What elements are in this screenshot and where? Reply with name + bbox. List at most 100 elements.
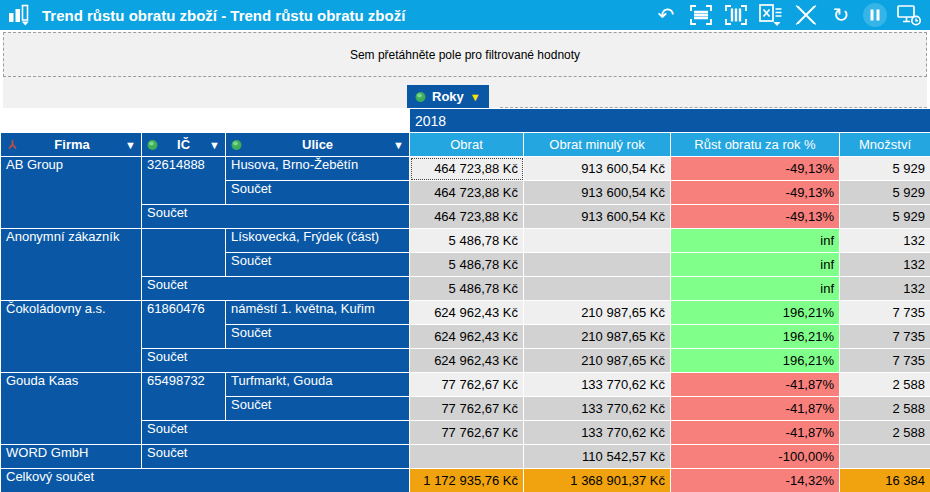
- filter-dropdown-icon[interactable]: ▼: [209, 139, 220, 151]
- cell-growth[interactable]: 196,21%: [671, 325, 840, 349]
- server-status-icon[interactable]: [896, 3, 922, 27]
- cell-obrat[interactable]: 77 762,67 Kč: [410, 373, 524, 397]
- row-header-firma[interactable]: Gouda Kaas: [1, 373, 142, 445]
- design-icon[interactable]: [793, 3, 819, 27]
- cell-qty[interactable]: 2 588: [840, 373, 930, 397]
- row-header-ulice[interactable]: Turfmarkt, Gouda: [226, 373, 410, 397]
- cell-growth[interactable]: -41,87%: [671, 373, 840, 397]
- row-header-ulice[interactable]: Husova, Brno-Žebětín: [226, 157, 410, 181]
- cell-prev[interactable]: 210 987,65 Kč: [524, 301, 671, 325]
- refresh-icon[interactable]: ↻: [828, 3, 854, 27]
- row-header-subtotal[interactable]: Součet: [142, 421, 410, 445]
- cell-prev[interactable]: 913 600,54 Kč: [524, 181, 671, 205]
- row-header-subtotal[interactable]: Součet: [226, 325, 410, 349]
- cell-prev[interactable]: 1 368 901,37 Kč: [524, 469, 671, 492]
- field-button-roky[interactable]: Roky ▼: [407, 85, 489, 108]
- row-header-ic[interactable]: 65498732: [142, 373, 226, 421]
- cell-growth[interactable]: -100,00%: [671, 445, 840, 469]
- row-header-subtotal[interactable]: Součet: [226, 253, 410, 277]
- cell-obrat[interactable]: 5 486,78 Kč: [410, 253, 524, 277]
- cell-obrat[interactable]: [410, 445, 524, 469]
- cell-qty[interactable]: 2 588: [840, 421, 930, 445]
- cell-qty[interactable]: 7 735: [840, 301, 930, 325]
- cell-growth[interactable]: -41,87%: [671, 397, 840, 421]
- row-header-ulice[interactable]: Lískovecká, Frýdek (část): [226, 229, 410, 253]
- cell-prev[interactable]: 133 770,62 Kč: [524, 397, 671, 421]
- cell-growth[interactable]: 196,21%: [671, 349, 840, 373]
- cell-qty[interactable]: 132: [840, 253, 930, 277]
- cell-growth[interactable]: -14,32%: [671, 469, 840, 492]
- row-header-firma[interactable]: WORD GmbH: [1, 445, 142, 469]
- cell-obrat[interactable]: 464 723,88 Kč: [410, 181, 524, 205]
- cell-obrat[interactable]: 624 962,43 Kč: [410, 301, 524, 325]
- cell-qty[interactable]: 132: [840, 229, 930, 253]
- measure-header-obrat-minuly-rok[interactable]: Obrat minulý rok: [524, 133, 671, 157]
- row-header-subtotal[interactable]: Součet: [226, 397, 410, 421]
- export-excel-icon[interactable]: [758, 3, 784, 27]
- cell-growth[interactable]: -49,13%: [671, 205, 840, 229]
- row-header-firma[interactable]: Čokoládovny a.s.: [1, 301, 142, 373]
- row-field-firma[interactable]: Firma ▼: [1, 133, 142, 157]
- row-header-grand-total[interactable]: Celkový součet: [1, 469, 410, 492]
- cell-obrat[interactable]: 1 172 935,76 Kč: [410, 469, 524, 492]
- cell-qty[interactable]: 5 929: [840, 181, 930, 205]
- undo-icon[interactable]: ↶: [653, 3, 679, 27]
- measure-header-mnozstvi[interactable]: Množství: [840, 133, 930, 157]
- filter-dropdown-icon[interactable]: ▼: [125, 139, 136, 151]
- row-header-ulice[interactable]: náměstí 1. května, Kuřim: [226, 301, 410, 325]
- measure-header-rust-obratu[interactable]: Růst obratu za rok %: [671, 133, 840, 157]
- cell-growth[interactable]: inf: [671, 253, 840, 277]
- cell-obrat[interactable]: 624 962,43 Kč: [410, 349, 524, 373]
- cell-qty[interactable]: 16 384: [840, 469, 930, 492]
- cell-qty[interactable]: 2 588: [840, 397, 930, 421]
- cell-obrat[interactable]: 464 723,88 Kč: [410, 157, 524, 181]
- row-header-subtotal[interactable]: Součet: [142, 205, 410, 229]
- cell-prev[interactable]: 133 770,62 Kč: [524, 373, 671, 397]
- row-field-ulice[interactable]: Ulice ▼: [226, 133, 410, 157]
- cell-prev[interactable]: [524, 277, 671, 301]
- cell-obrat[interactable]: 624 962,43 Kč: [410, 325, 524, 349]
- cell-growth[interactable]: 196,21%: [671, 301, 840, 325]
- cell-obrat[interactable]: 464 723,88 Kč: [410, 205, 524, 229]
- row-header-firma[interactable]: AB Group: [1, 157, 142, 229]
- row-header-subtotal[interactable]: Součet: [142, 349, 410, 373]
- cell-obrat[interactable]: 5 486,78 Kč: [410, 229, 524, 253]
- filter-dropdown-icon[interactable]: ▼: [393, 139, 404, 151]
- cell-prev[interactable]: [524, 253, 671, 277]
- row-header-ic[interactable]: [142, 229, 226, 277]
- cell-growth[interactable]: inf: [671, 229, 840, 253]
- row-header-subtotal[interactable]: Součet: [142, 277, 410, 301]
- cell-prev[interactable]: 913 600,54 Kč: [524, 205, 671, 229]
- cell-growth[interactable]: inf: [671, 277, 840, 301]
- cell-prev[interactable]: 110 542,57 Kč: [524, 445, 671, 469]
- collapse-rows-icon[interactable]: [688, 3, 714, 27]
- cell-growth[interactable]: -49,13%: [671, 181, 840, 205]
- row-header-ic[interactable]: 61860476: [142, 301, 226, 349]
- cell-prev[interactable]: 913 600,54 Kč: [524, 157, 671, 181]
- cell-growth[interactable]: -49,13%: [671, 157, 840, 181]
- row-field-ic[interactable]: IČ ▼: [142, 133, 226, 157]
- row-header-subtotal[interactable]: Součet: [226, 181, 410, 205]
- column-fields-area[interactable]: Roky ▼: [3, 77, 927, 108]
- measure-header-obrat[interactable]: Obrat: [410, 133, 524, 157]
- row-header-ic[interactable]: 32614888: [142, 157, 226, 205]
- column-group-2018[interactable]: 2018: [410, 109, 930, 133]
- cell-qty[interactable]: [840, 445, 930, 469]
- cell-prev[interactable]: 210 987,65 Kč: [524, 325, 671, 349]
- cell-obrat[interactable]: 5 486,78 Kč: [410, 277, 524, 301]
- cell-obrat[interactable]: 77 762,67 Kč: [410, 397, 524, 421]
- collapse-columns-icon[interactable]: [723, 3, 749, 27]
- pause-icon[interactable]: [863, 3, 887, 27]
- filter-dropdown-icon[interactable]: ▼: [470, 91, 481, 103]
- cell-growth[interactable]: -41,87%: [671, 421, 840, 445]
- cell-prev[interactable]: [524, 229, 671, 253]
- cell-qty[interactable]: 7 735: [840, 325, 930, 349]
- filter-drop-area[interactable]: Sem přetáhněte pole pro filtrované hodno…: [3, 32, 927, 77]
- row-header-firma[interactable]: Anonymní zákazník: [1, 229, 142, 301]
- cell-qty[interactable]: 5 929: [840, 157, 930, 181]
- cell-qty[interactable]: 5 929: [840, 205, 930, 229]
- cell-obrat[interactable]: 77 762,67 Kč: [410, 421, 524, 445]
- row-header-subtotal[interactable]: Součet: [142, 445, 410, 469]
- cell-prev[interactable]: 133 770,62 Kč: [524, 421, 671, 445]
- cell-qty[interactable]: 7 735: [840, 349, 930, 373]
